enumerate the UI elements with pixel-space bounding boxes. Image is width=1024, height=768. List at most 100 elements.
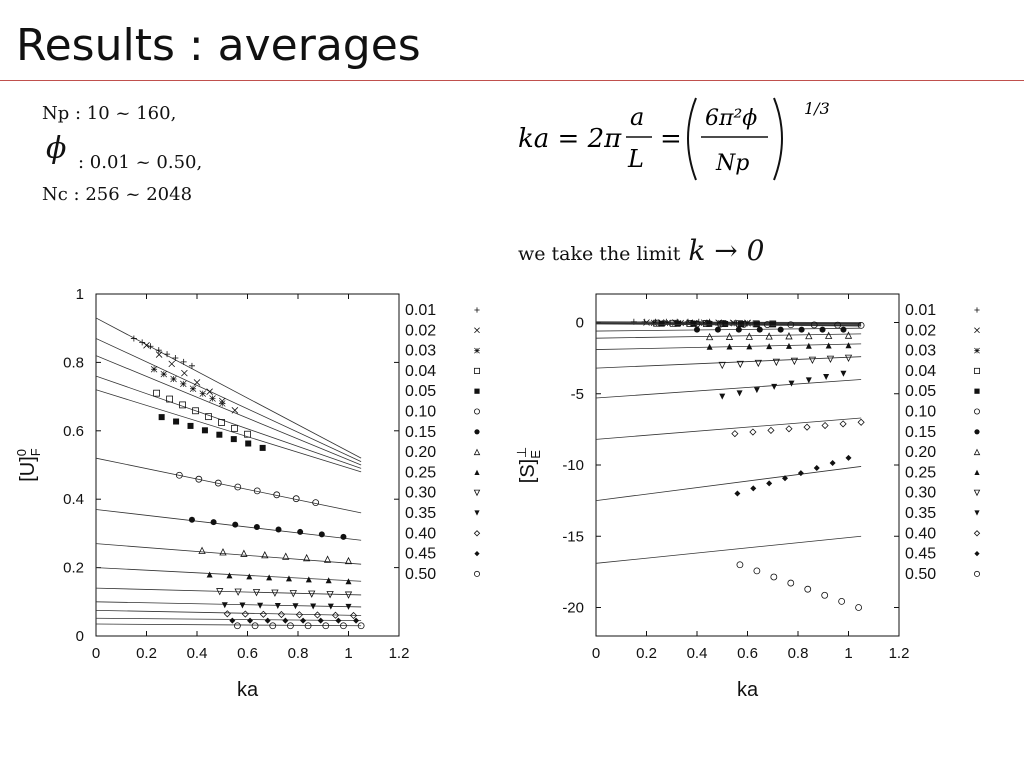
data-point: [805, 331, 813, 340]
data-point: [150, 365, 158, 373]
data-point: [718, 361, 726, 370]
data-point: [282, 617, 289, 624]
data-point: [714, 326, 721, 333]
x-tick-label: 0.8: [288, 645, 309, 662]
legend-marker: [973, 489, 981, 497]
legend-marker: [974, 388, 980, 394]
data-point: [325, 577, 332, 584]
data-point: [181, 369, 188, 377]
data-point: [736, 360, 744, 369]
data-point: [292, 603, 299, 610]
slide-title: Results : averages: [16, 20, 421, 71]
data-point: [246, 573, 253, 580]
y-axis-label: [U]F0: [14, 448, 43, 482]
data-point: [234, 588, 242, 596]
legend-label: 0.10: [405, 404, 436, 421]
data-point: [234, 483, 242, 491]
fit-line: [96, 543, 362, 565]
series-0.10: [596, 320, 865, 329]
data-point: [304, 622, 312, 630]
fit-line: [96, 509, 362, 541]
data-point: [289, 590, 297, 598]
data-point: [797, 470, 804, 477]
fit-line: [96, 338, 362, 462]
data-point: [353, 617, 360, 624]
data-point: [717, 320, 724, 328]
data-point: [340, 622, 347, 630]
legend-label: 0.05: [405, 383, 436, 400]
data-point: [787, 579, 795, 587]
data-point: [275, 526, 282, 533]
data-point: [241, 610, 249, 618]
fit-line: [596, 321, 862, 323]
data-point: [245, 440, 252, 447]
data-point: [745, 332, 753, 340]
data-point: [766, 480, 773, 487]
data-point: [706, 343, 713, 350]
data-point: [765, 332, 773, 340]
data-point: [297, 528, 304, 535]
data-point: [753, 387, 760, 394]
data-point: [734, 490, 741, 497]
legend-marker: [473, 489, 481, 497]
plot-area: [596, 318, 865, 611]
data-point: [214, 479, 222, 487]
y-tick-label: 0: [576, 315, 584, 332]
legend-marker: [973, 408, 980, 415]
y-tick-label: 1: [76, 286, 84, 303]
fit-line: [596, 356, 862, 369]
series-0.40: [96, 609, 362, 620]
x-tick-label: 1.2: [389, 645, 410, 662]
series-0.50: [96, 622, 365, 630]
data-point: [198, 546, 206, 554]
data-point: [677, 319, 685, 327]
data-point: [130, 335, 137, 342]
data-point: [312, 499, 320, 507]
legend-label: 0.01: [405, 302, 436, 319]
data-point: [825, 342, 832, 349]
series-0.20: [596, 331, 862, 341]
data-point: [327, 603, 334, 610]
data-point: [746, 343, 753, 350]
legend-label: 0.20: [905, 444, 936, 461]
data-point: [308, 590, 316, 598]
data-point: [252, 589, 261, 597]
data-point: [155, 347, 162, 354]
data-point: [285, 575, 292, 582]
data-point: [233, 622, 241, 630]
legend-label: 0.05: [905, 383, 936, 400]
data-point: [725, 332, 734, 340]
data-point: [726, 343, 733, 350]
data-point: [803, 423, 811, 431]
data-point: [164, 351, 171, 358]
data-point: [719, 393, 726, 400]
data-point: [790, 357, 799, 366]
data-point: [706, 320, 713, 327]
data-point: [819, 326, 826, 333]
data-point: [730, 320, 738, 327]
x-tick-label: 1: [844, 645, 852, 662]
data-point: [205, 413, 212, 421]
x-tick-label: 0.6: [737, 645, 758, 662]
legend-marker: [974, 327, 980, 334]
legend-marker: [473, 367, 480, 374]
legend-marker: [973, 448, 981, 456]
data-point: [756, 326, 763, 333]
data-point: [722, 320, 729, 327]
data-point: [261, 551, 269, 559]
data-point: [264, 617, 271, 624]
nc-range: Nc : 256 ~ 2048: [42, 184, 193, 205]
data-point: [313, 611, 322, 619]
data-point: [772, 358, 781, 367]
data-point: [219, 400, 226, 407]
legend-label: 0.50: [405, 566, 436, 583]
legend-marker: [474, 347, 480, 354]
data-point: [766, 343, 773, 350]
data-point: [251, 622, 259, 630]
data-point: [240, 549, 248, 557]
data-point: [345, 578, 352, 585]
legend-marker: [473, 530, 481, 537]
data-point: [230, 436, 237, 443]
data-point: [173, 418, 180, 425]
data-point: [259, 610, 267, 618]
